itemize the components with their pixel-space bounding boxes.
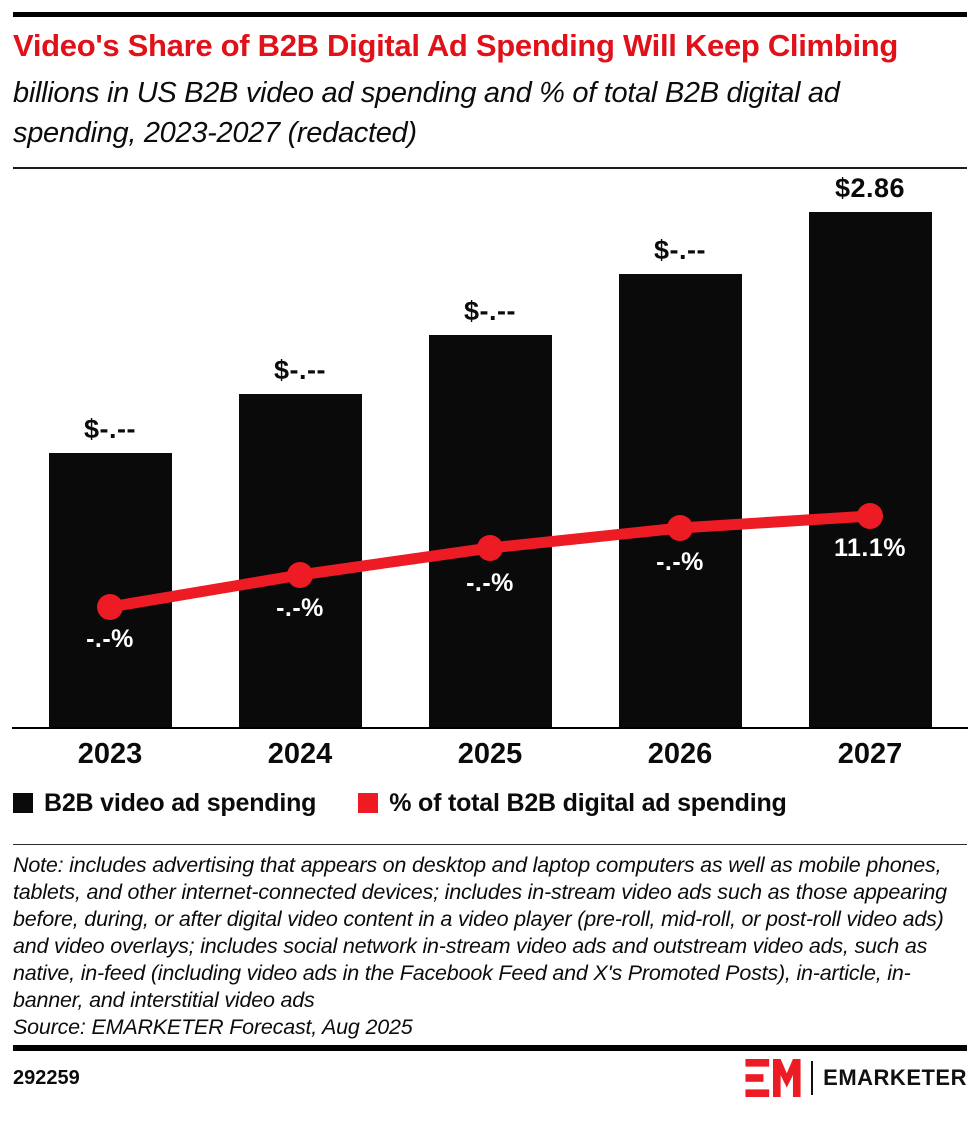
line-value-label-2023: -.-% [86,624,134,653]
bar-2023 [48,452,172,727]
legend-swatch-red [358,793,379,814]
legend-item-line-series: % of total B2B digital ad spending [358,788,787,818]
legend-item-bar-series: B2B video ad spending [13,789,316,818]
bar-2024 [238,393,362,727]
x-axis-line [12,726,968,729]
legend: B2B video ad spending % of total B2B dig… [13,789,967,818]
x-axis-label-2027: 2027 [837,737,903,770]
line-value-label-2025: -.-% [466,568,514,597]
chart-id: 292259 [13,1066,80,1089]
line-value-label-2027: 11.1% [833,533,906,562]
bar-value-label-2026: $-.-- [654,234,706,265]
x-axis-label-2026: 2026 [647,737,713,770]
footnote: Note: includes advertising that appears … [13,852,967,1041]
x-axis-label-2023: 2023 [77,737,143,770]
legend-label: % of total B2B digital ad spending [389,788,787,817]
note-text: Note: includes advertising that appears … [13,853,947,1013]
brand-wordmark: EMARKETER [823,1065,967,1091]
bar-2026 [618,273,742,727]
emarketer-logo: EMARKETER [745,1059,967,1098]
source-text: Source: EMARKETER Forecast, Aug 2025 [13,1015,413,1040]
footnote-rule [13,843,967,846]
legend-swatch-black [13,793,33,814]
footer: 292259 EMARKETER [13,1059,967,1098]
page-title: Video's Share of B2B Digital Ad Spending… [13,28,899,63]
bottom-divider-bar [13,1045,967,1052]
bar-2025 [428,334,552,727]
header-rule [13,166,967,169]
top-divider-bar [13,12,967,17]
em-monogram-icon [745,1059,801,1098]
page-subtitle: billions in US B2B video ad spending and… [13,76,840,149]
line-series [97,502,883,620]
bar-value-label-2023: $-.-- [84,413,136,444]
bar-line-chart: $-.-- -.-% 2023 $-.-- -.-% 2024 $-.-- -.-% 2025 $… [12,169,968,771]
x-axis-label-2025: 2025 [457,737,523,770]
line-value-label-2024: -.-% [276,593,324,622]
legend-label: B2B video ad spending [44,788,317,817]
logo-divider [811,1061,814,1096]
x-axis-label-2024: 2024 [267,737,333,770]
bar-2027 [808,211,932,727]
bar-value-label-2027: $2.86 [834,172,906,203]
line-value-label-2026: -.-% [656,547,704,576]
bar-value-label-2024: $-.-- [274,354,326,385]
bar-value-label-2025: $-.-- [464,295,516,326]
